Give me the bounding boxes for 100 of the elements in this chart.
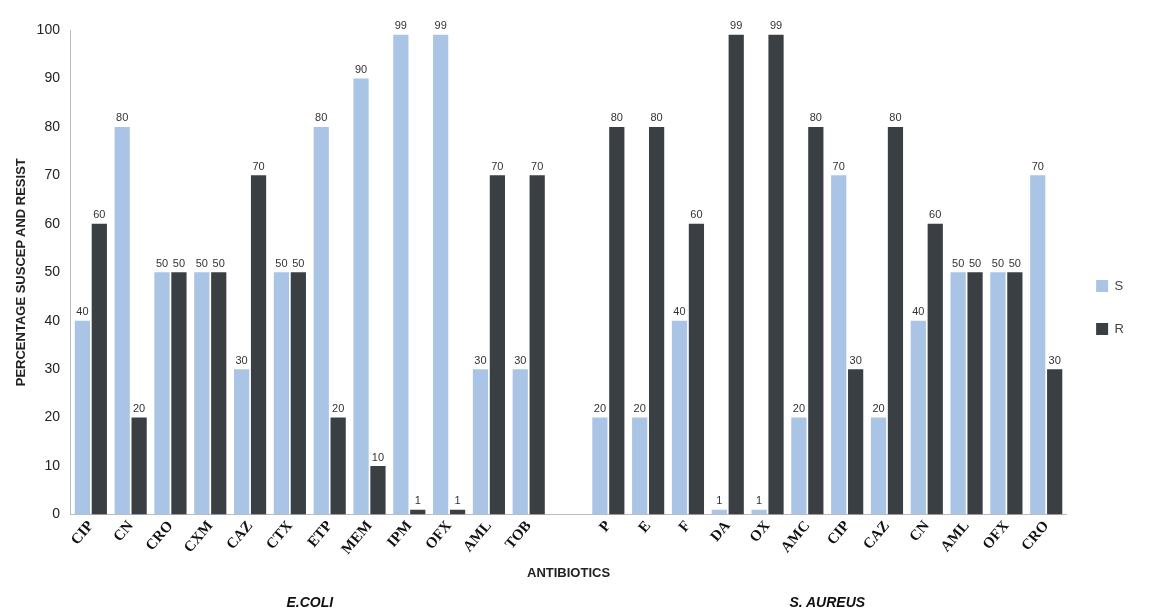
x-tick-label: DA: [706, 517, 734, 545]
data-label: 30: [235, 353, 248, 366]
data-label: 50: [292, 256, 305, 269]
bar: [393, 34, 409, 515]
data-label: 1: [716, 494, 723, 507]
bar: [870, 417, 887, 515]
data-label: 80: [650, 111, 663, 124]
bar: [887, 126, 904, 515]
bar: [848, 369, 864, 515]
x-tick-label: CIP: [67, 517, 97, 548]
data-label: 50: [968, 256, 982, 269]
bar: [273, 272, 290, 515]
bar: [353, 78, 369, 515]
data-label: 1: [414, 494, 421, 507]
legend-label: S: [1114, 277, 1124, 293]
bar: [990, 272, 1006, 515]
bar: [1047, 369, 1063, 515]
data-label: 30: [1048, 353, 1061, 366]
x-tick-label: CN: [109, 517, 137, 545]
bar: [910, 320, 926, 515]
data-label: 70: [491, 159, 504, 172]
data-label: 80: [116, 111, 129, 124]
data-label: 80: [809, 111, 822, 124]
bar: [74, 320, 91, 515]
bar: [489, 175, 505, 515]
bar: [330, 417, 346, 515]
data-label: 50: [212, 256, 225, 269]
data-label: 50: [195, 256, 208, 269]
x-tick-label: OX: [746, 517, 773, 545]
bar: [671, 320, 688, 515]
y-tick-label: 100: [36, 20, 61, 37]
bar: [114, 126, 130, 515]
x-tick-label: P: [595, 517, 614, 535]
data-label: 20: [872, 402, 885, 415]
y-tick-label: 30: [44, 359, 61, 376]
data-label: 10: [371, 450, 385, 463]
bar: [154, 272, 170, 515]
y-tick-label: 60: [44, 214, 61, 231]
x-tick-label: CN: [905, 517, 933, 545]
data-label: 30: [474, 353, 487, 366]
bar: [171, 272, 187, 515]
data-label: 99: [434, 19, 447, 32]
y-tick-label: 10: [44, 456, 61, 473]
bar: [728, 34, 744, 515]
bar: [927, 223, 943, 515]
bar: [91, 223, 107, 515]
bar: [529, 175, 545, 515]
y-tick-label: 80: [44, 117, 61, 134]
bar: [808, 126, 824, 515]
bar: [472, 369, 489, 515]
data-label: 99: [730, 19, 743, 32]
data-label: 70: [252, 159, 265, 172]
data-label: 20: [633, 402, 646, 415]
bar: [768, 34, 784, 515]
bar: [592, 417, 608, 515]
data-label: 50: [952, 256, 965, 269]
data-label: 40: [673, 305, 686, 318]
bar: [512, 369, 528, 515]
bar: [609, 126, 625, 515]
bar: [313, 126, 329, 515]
data-label: 40: [76, 305, 89, 318]
bar: [831, 175, 847, 515]
data-label: 80: [889, 111, 902, 124]
x-tick-label: E: [634, 517, 654, 536]
bar: [1030, 175, 1046, 515]
y-tick-label: 50: [44, 263, 61, 280]
data-label: 50: [155, 256, 169, 269]
bar: [211, 272, 227, 515]
data-label: 70: [832, 159, 845, 172]
y-tick-label: 70: [44, 166, 61, 183]
data-label: 20: [332, 402, 345, 415]
bar: [234, 369, 250, 515]
y-tick-label: 90: [44, 69, 61, 86]
data-label: 50: [1008, 256, 1021, 269]
x-axis-title: ANTIBIOTICS: [527, 564, 611, 580]
data-label: 50: [172, 256, 186, 269]
y-tick-label: 40: [44, 311, 61, 328]
data-label: 1: [454, 494, 461, 507]
data-label: 20: [792, 402, 806, 415]
y-axis-title: PERCENTAGE SUSCEP AND RESIST: [13, 158, 29, 387]
data-label: 1: [756, 494, 763, 507]
data-label: 30: [514, 353, 527, 366]
data-label: 99: [769, 19, 783, 32]
data-label: 30: [849, 353, 862, 366]
text: E.COLI: [286, 594, 335, 610]
text: S. AUREUS: [789, 594, 866, 610]
bar: [967, 272, 983, 515]
data-label: 60: [690, 208, 703, 221]
bar: [1007, 272, 1023, 515]
bar: [370, 466, 386, 515]
data-label: 70: [531, 159, 544, 172]
bar: [648, 126, 665, 515]
bar: [194, 272, 210, 515]
bar: [632, 417, 648, 515]
data-label: 50: [275, 256, 288, 269]
data-label: 20: [593, 402, 607, 415]
legend-label: R: [1114, 320, 1124, 336]
data-label: 60: [929, 208, 942, 221]
data-label: 80: [610, 111, 623, 124]
y-tick-label: 0: [52, 505, 61, 522]
